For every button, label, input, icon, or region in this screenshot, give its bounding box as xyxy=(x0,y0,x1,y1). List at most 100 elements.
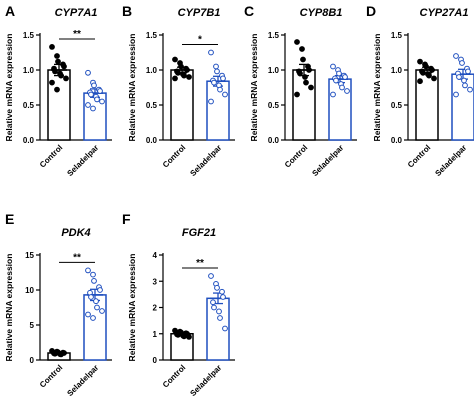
data-point xyxy=(186,74,192,80)
y-tick-label: 1.5 xyxy=(391,31,403,40)
category-label: Control xyxy=(38,143,64,169)
data-point xyxy=(222,91,228,98)
data-point xyxy=(333,77,339,84)
y-tick-label: 1.5 xyxy=(268,31,280,40)
data-point xyxy=(85,102,91,108)
data-point xyxy=(214,68,220,75)
data-point xyxy=(208,273,214,279)
y-tick-label: 2 xyxy=(153,304,158,313)
data-point xyxy=(52,68,58,75)
data-point xyxy=(216,308,222,315)
data-point xyxy=(52,350,58,357)
category-label: Seladelpar xyxy=(433,143,468,178)
data-point xyxy=(339,84,345,91)
panel-letter: C xyxy=(244,3,254,19)
chart-panel-f: F FGF21 Relative mRNA expression 0 1 2 3 4 Contr… xyxy=(122,211,235,398)
data-point xyxy=(99,98,105,105)
data-point xyxy=(330,63,336,70)
panel-letter: D xyxy=(366,3,376,19)
data-point xyxy=(172,75,178,82)
data-point xyxy=(208,98,214,105)
data-point xyxy=(306,67,312,73)
significance-label: ** xyxy=(196,258,204,269)
y-tick-label: 0.0 xyxy=(391,136,403,145)
data-point xyxy=(58,351,64,358)
y-tick-label: 0.0 xyxy=(268,136,280,145)
data-point xyxy=(85,69,91,76)
chart-title: CYP8B1 xyxy=(300,7,343,19)
significance-label: * xyxy=(198,35,202,46)
data-point xyxy=(220,294,226,300)
category-label: Control xyxy=(283,143,309,169)
data-point xyxy=(99,308,105,314)
data-point xyxy=(55,58,61,65)
y-axis-label: Relative mRNA expression xyxy=(127,254,137,362)
chart-title: PDK4 xyxy=(61,227,90,239)
y-axis-label: Relative mRNA expression xyxy=(127,34,137,142)
data-point xyxy=(336,70,342,77)
data-point xyxy=(172,56,178,63)
y-tick-label: 15 xyxy=(25,251,34,260)
data-point xyxy=(214,284,220,291)
data-point xyxy=(303,79,309,86)
data-point xyxy=(184,67,190,73)
data-point xyxy=(181,333,187,340)
y-tick-label: 10 xyxy=(25,286,34,295)
data-point xyxy=(175,331,181,338)
data-point xyxy=(91,82,97,89)
y-tick-label: 1.0 xyxy=(391,66,403,75)
y-tick-label: 1.0 xyxy=(268,66,280,75)
data-point xyxy=(423,63,429,70)
data-point xyxy=(211,79,217,86)
category-label: Seladelpar xyxy=(188,143,223,178)
data-point xyxy=(330,91,336,98)
data-point xyxy=(61,63,67,70)
y-tick-label: 1 xyxy=(153,330,158,339)
data-point xyxy=(88,91,94,98)
y-tick-label: 4 xyxy=(153,251,158,260)
data-point xyxy=(294,91,300,98)
category-label: Control xyxy=(161,363,187,389)
data-point xyxy=(465,68,471,75)
data-point xyxy=(453,91,459,98)
bar-seladelpar xyxy=(83,294,107,361)
y-tick-label: 5 xyxy=(30,321,35,330)
y-tick-label: 0.0 xyxy=(146,136,158,145)
chart-title: CYP27A1 xyxy=(420,7,469,19)
data-point xyxy=(299,46,305,52)
data-point xyxy=(300,56,306,63)
data-point xyxy=(88,294,94,300)
y-tick-label: 1.0 xyxy=(23,66,35,75)
category-label: Seladelpar xyxy=(310,143,345,178)
panel-letter: B xyxy=(122,3,132,19)
data-point xyxy=(461,77,467,84)
data-point xyxy=(211,304,217,311)
y-tick-label: 0.5 xyxy=(146,101,158,110)
data-point xyxy=(58,72,64,79)
y-tick-label: 0.0 xyxy=(23,136,35,145)
y-axis-label: Relative mRNA expression xyxy=(4,254,14,362)
y-tick-label: 1.0 xyxy=(146,66,158,75)
data-point xyxy=(220,75,226,82)
data-point xyxy=(417,58,423,65)
data-point xyxy=(219,288,225,295)
panel-letter: A xyxy=(5,3,15,19)
data-point xyxy=(90,105,96,112)
y-tick-label: 1.5 xyxy=(23,31,35,40)
data-point xyxy=(49,44,55,50)
data-point xyxy=(431,75,437,82)
data-point xyxy=(344,88,350,94)
y-tick-label: 3 xyxy=(153,277,158,286)
data-point xyxy=(308,84,314,91)
data-point xyxy=(426,72,432,79)
chart-panel-e: E PDK4 Relative mRNA expression 0 5 10 15 Contr… xyxy=(4,211,112,398)
category-label: Control xyxy=(38,363,64,389)
data-point xyxy=(217,315,223,321)
chart-panel-b: B CYP7B1 Relative mRNA expression 0.0 0.5 1.0… xyxy=(122,3,235,178)
data-point xyxy=(178,63,184,70)
chart-panel-c: C CYP8B1 Relative mRNA expression 0.0 0.5 1.0… xyxy=(244,3,357,178)
data-point xyxy=(429,67,435,73)
category-label: Control xyxy=(161,143,187,169)
y-axis-label: Relative mRNA expression xyxy=(4,34,14,142)
y-axis-label: Relative mRNA expression xyxy=(249,34,259,142)
